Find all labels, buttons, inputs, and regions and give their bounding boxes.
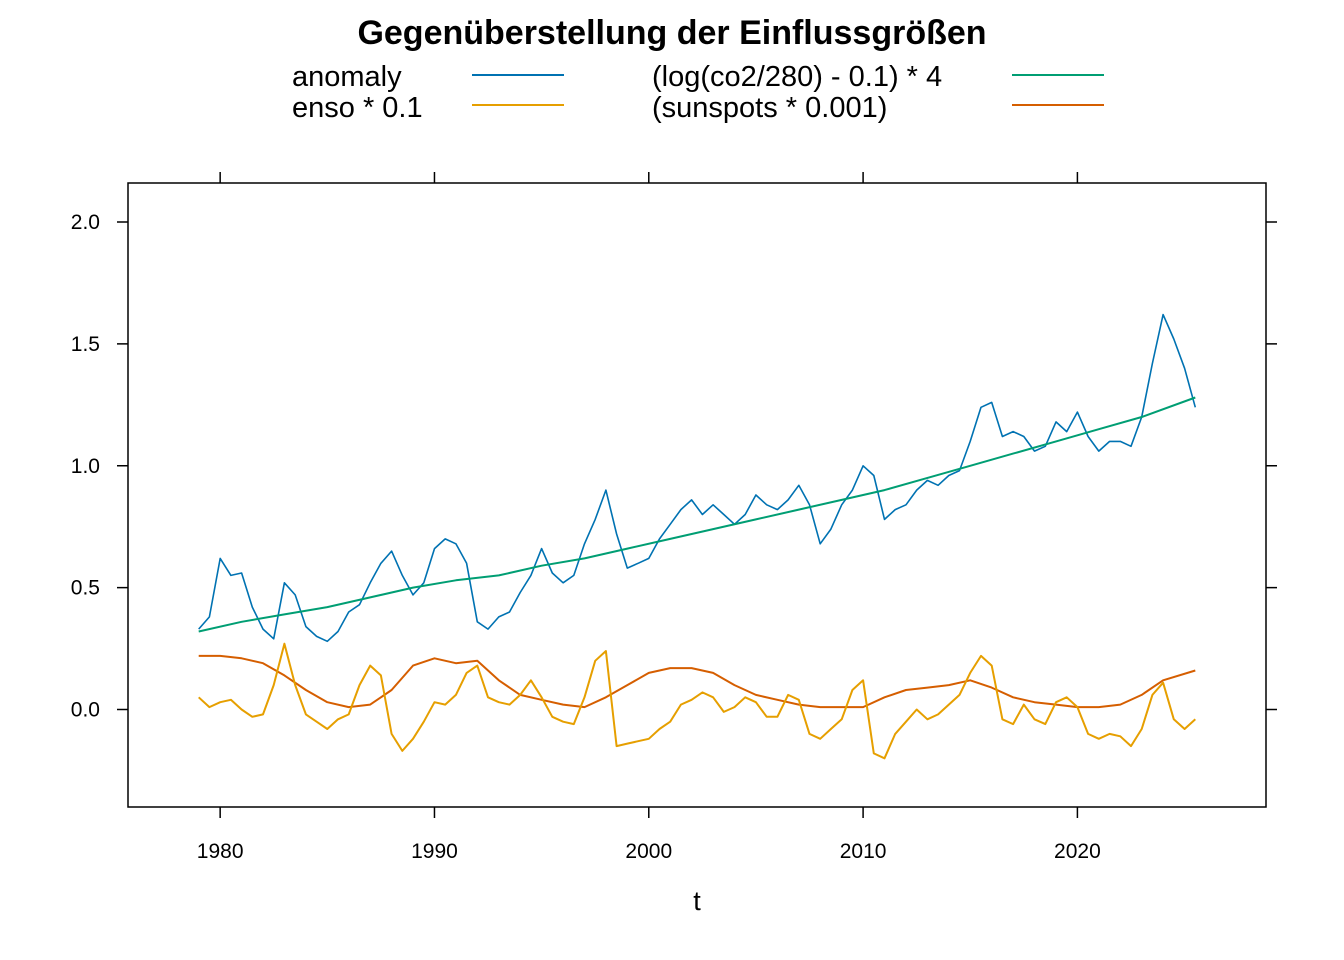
series-layer — [198, 313, 1197, 760]
chart-title: Gegenüberstellung der Einflussgrößen — [357, 14, 986, 52]
plot-area: 1980 1990 2000 2010 2020 0.0 0.5 1.0 1.5 2.0 — [71, 172, 1277, 863]
x-axis: 1980 1990 2000 2010 2020 — [197, 172, 1101, 863]
x-tick-label: 2000 — [625, 840, 672, 863]
plot-frame — [127, 182, 1267, 808]
x-tick-label: 2010 — [840, 840, 887, 863]
y-tick-label: 2.0 — [71, 211, 100, 234]
series-line-log-co2-280-0-1-4 — [198, 396, 1196, 633]
x-tick-label: 1980 — [197, 840, 244, 863]
series-line-enso-0-1 — [198, 642, 1196, 760]
y-tick-label: 1.0 — [71, 455, 100, 478]
series-line-anomaly — [198, 313, 1197, 643]
legend-label: (sunspots * 0.001) — [652, 92, 887, 124]
legend-label: anomaly — [292, 61, 402, 93]
x-tick-label: 2020 — [1054, 840, 1101, 863]
series-line-sunspots-0-001 — [198, 654, 1196, 709]
x-tick-label: 1990 — [411, 840, 458, 863]
x-axis-label: t — [693, 886, 701, 916]
y-tick-label: 0.5 — [71, 577, 100, 600]
y-tick-label: 0.0 — [71, 699, 100, 722]
legend-label: (log(co2/280) - 0.1) * 4 — [652, 61, 942, 93]
y-axis: 0.0 0.5 1.0 1.5 2.0 — [71, 211, 1277, 722]
y-tick-label: 1.5 — [71, 333, 100, 356]
legend-label: enso * 0.1 — [292, 92, 423, 124]
